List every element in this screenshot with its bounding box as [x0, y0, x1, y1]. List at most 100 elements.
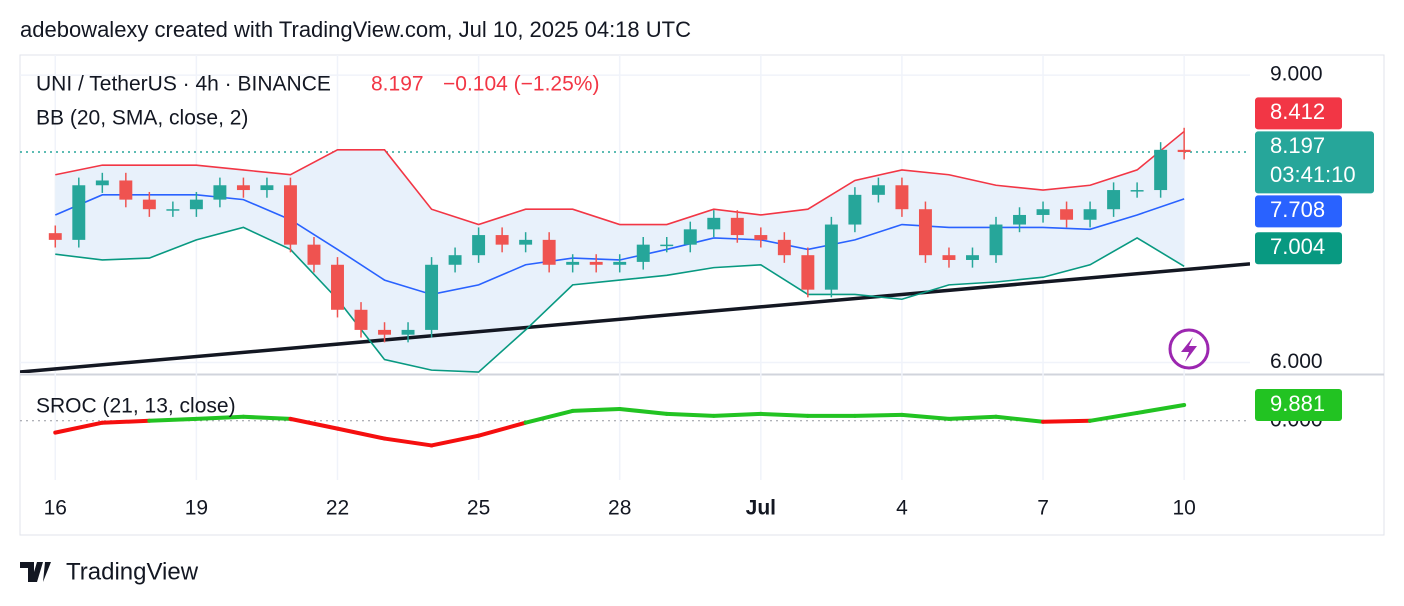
candle-body: [613, 261, 627, 265]
sroc-segment: [711, 411, 763, 418]
sroc-segment: [429, 433, 481, 448]
last-price: 8.197: [371, 73, 424, 96]
candle-body: [848, 194, 862, 225]
sroc-label-box: [1255, 388, 1342, 421]
price-label: 7.708: [1270, 197, 1325, 222]
candle-body: [636, 244, 650, 262]
sroc-segment: [53, 420, 105, 435]
candle-body: [519, 239, 533, 245]
x-tick-label: 4: [896, 497, 908, 520]
sroc-segment: [288, 416, 340, 431]
candle-body: [542, 239, 556, 265]
candle-body: [331, 264, 344, 310]
candle-body: [472, 235, 486, 256]
candle-body: [401, 329, 415, 335]
candle-body: [95, 180, 109, 186]
sroc-segment: [241, 414, 293, 421]
sroc-segment: [147, 416, 199, 423]
brand-name: TradingView: [66, 558, 199, 585]
symbol-title: UNI / TetherUS · 4h · BINANCE: [36, 73, 331, 96]
candle-body: [754, 235, 768, 240]
sroc-pane: [53, 402, 1187, 448]
band-line: [55, 130, 1185, 226]
candle-body: [777, 239, 791, 256]
price-label: 8.197: [1270, 133, 1325, 158]
price-label-box: [1255, 97, 1342, 130]
candle-body: [166, 209, 180, 211]
sroc-segment: [1041, 418, 1093, 424]
candle-body: [824, 224, 838, 290]
candle-body: [1060, 209, 1074, 220]
x-tick-label: 19: [185, 497, 208, 520]
x-tick-label: 16: [44, 497, 67, 520]
band-line: [55, 226, 1185, 373]
candle-body: [1107, 190, 1121, 210]
x-tick-label: 25: [467, 497, 490, 520]
sroc-segment: [1135, 402, 1187, 415]
candle-body: [495, 235, 509, 245]
candle-body: [1013, 214, 1026, 225]
candle-body: [683, 229, 697, 245]
sroc-segment: [1088, 410, 1140, 423]
labels: UNI / TetherUS · 4h · BINANCE 8.197 −0.1…: [36, 63, 1374, 520]
y-tick-label: 6.000: [1270, 350, 1323, 373]
price-label-box: [1255, 131, 1374, 194]
brand: TradingView: [20, 558, 199, 585]
candle-body: [213, 185, 227, 200]
candle-body: [448, 255, 462, 265]
brand-logo: [20, 562, 51, 582]
candle-body: [354, 309, 368, 330]
candle-body: [1130, 190, 1144, 192]
candle-body: [707, 217, 721, 230]
grid: [20, 55, 1250, 480]
candle-body: [895, 185, 909, 210]
candle-body: [1154, 149, 1168, 191]
candle-body: [966, 255, 979, 260]
candle-body: [142, 199, 156, 210]
candle-body: [307, 244, 321, 265]
candle-body: [1036, 209, 1050, 215]
candle-body: [1177, 149, 1191, 153]
sroc-segment: [617, 406, 669, 416]
credit: adebowalexy created with TradingView.com…: [20, 17, 691, 42]
candle-body: [589, 261, 603, 265]
sroc-segment: [194, 414, 246, 421]
x-tick-label: 28: [608, 497, 631, 520]
price-change: −0.104 (−1.25%): [443, 73, 599, 96]
sroc-segment: [100, 418, 152, 425]
countdown: 03:41:10: [1270, 162, 1356, 187]
candle-body: [378, 329, 391, 335]
candle-body: [942, 255, 956, 260]
candle-body: [566, 261, 580, 265]
candle-body: [918, 209, 932, 256]
sroc-segment: [523, 408, 575, 425]
candle-body: [189, 199, 203, 210]
sroc-segment: [852, 412, 904, 418]
candle-body: [236, 185, 250, 191]
candle-body: [1083, 209, 1097, 220]
lightning-icon[interactable]: [1168, 328, 1210, 370]
x-tick-label: 7: [1037, 497, 1049, 520]
trendline: [20, 262, 1250, 373]
sroc-segment: [570, 406, 622, 413]
candle-body: [425, 264, 439, 330]
sroc-segment: [335, 426, 387, 441]
sroc-segment: [758, 411, 810, 418]
sroc-segment: [994, 414, 1046, 424]
sroc-label: 9.881: [1270, 391, 1325, 416]
candle-body: [72, 185, 86, 240]
price-label: 8.412: [1270, 99, 1325, 124]
bb-legend: BB (20, SMA, close, 2): [36, 107, 248, 130]
candle-body: [989, 224, 1003, 256]
x-tick-label: Jul: [746, 497, 776, 520]
candle-body: [48, 233, 62, 240]
price-label-box: [1255, 195, 1342, 228]
candle-body: [283, 185, 297, 245]
price-label: 7.004: [1270, 234, 1325, 259]
sroc-segment: [946, 414, 999, 421]
chart-frame: [19, 54, 1385, 536]
x-tick-label: 10: [1172, 497, 1195, 520]
x-tick-label: 22: [326, 497, 349, 520]
price-label-box: [1255, 232, 1342, 265]
